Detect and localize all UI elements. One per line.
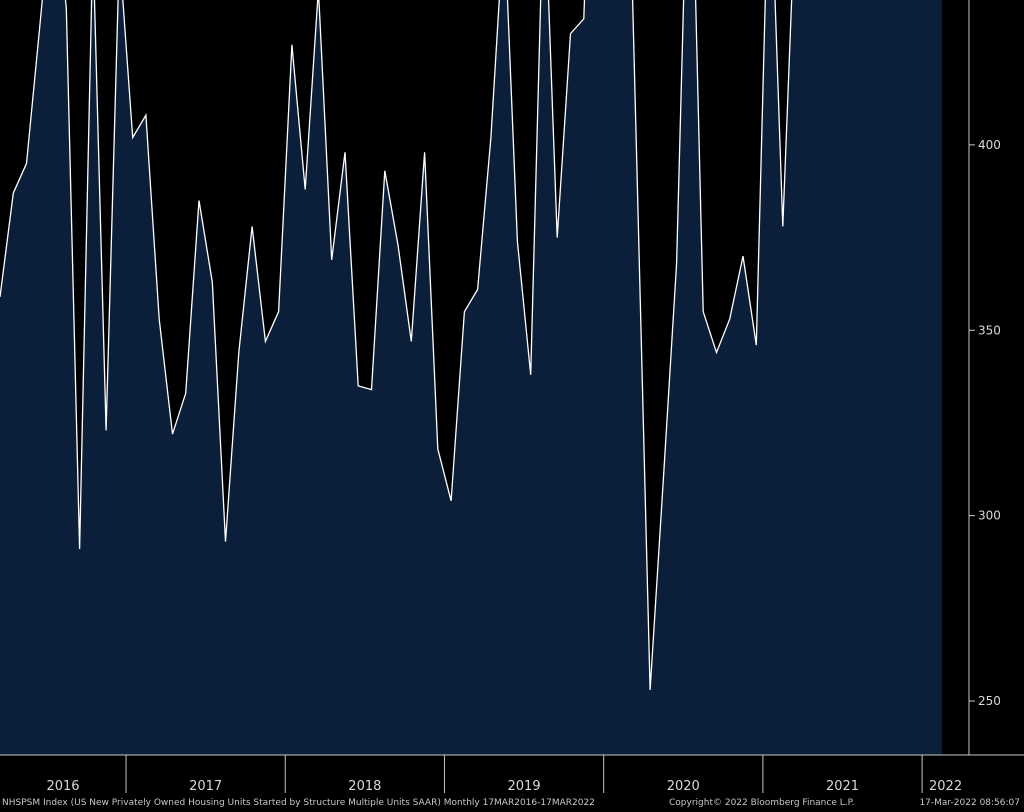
x-tick-label: 2020	[667, 779, 700, 794]
axes: 250300350400450500550600554.002016201720…	[0, 0, 1024, 794]
y-tick-label: 250	[978, 694, 1001, 708]
y-tick-label: 350	[978, 323, 1001, 337]
series-area	[0, 0, 942, 755]
y-tick-label: 300	[978, 509, 1001, 523]
x-tick-label: 2018	[348, 779, 381, 794]
copyright-notice: Copyright© 2022 Bloomberg Finance L.P.	[669, 798, 855, 808]
footer: NHSPSM Index (US New Privately Owned Hou…	[0, 796, 1024, 812]
x-tick-label: 2019	[508, 779, 541, 794]
x-tick-label: 2016	[46, 779, 79, 794]
x-tick-label: 2022	[929, 779, 962, 794]
plot-area	[0, 0, 942, 755]
timestamp: 17-Mar-2022 08:56:07	[919, 798, 1020, 808]
x-tick-label: 2021	[826, 779, 859, 794]
chart-description: NHSPSM Index (US New Privately Owned Hou…	[2, 798, 595, 808]
y-tick-label: 400	[978, 138, 1001, 152]
series-line	[0, 0, 793, 690]
x-tick-label: 2017	[189, 779, 222, 794]
